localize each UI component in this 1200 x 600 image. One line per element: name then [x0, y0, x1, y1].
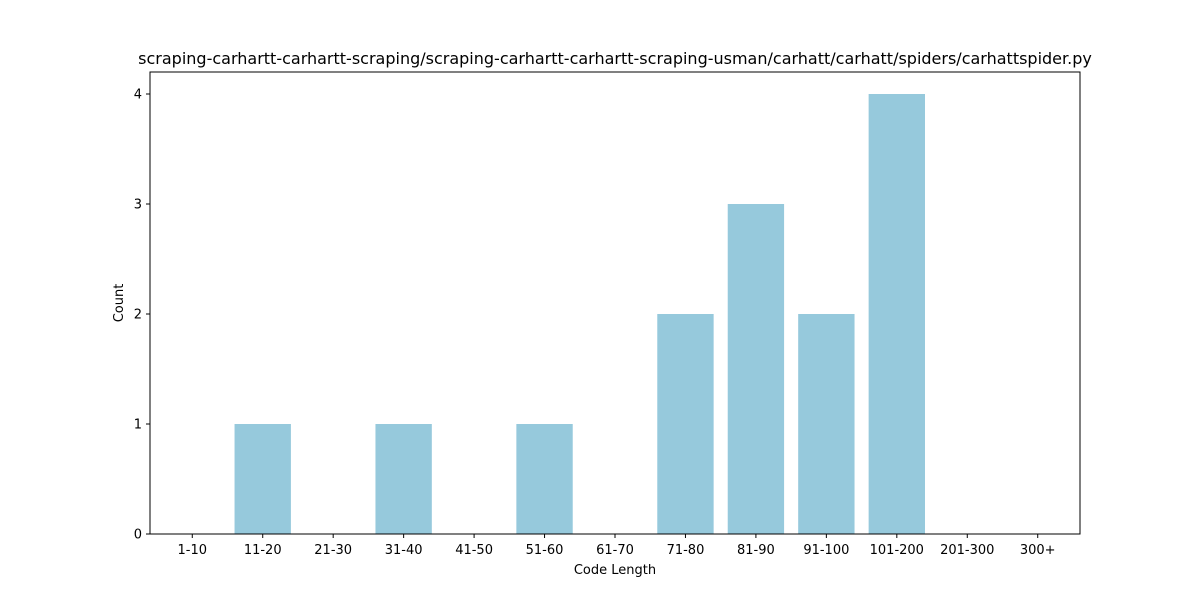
- y-tick-label: 4: [134, 88, 142, 103]
- x-tick-label: 31-40: [385, 543, 423, 558]
- x-axis-label: Code Length: [574, 563, 656, 578]
- bar-51-60: [516, 424, 573, 534]
- x-tick-label: 1-10: [178, 543, 208, 558]
- y-axis-label: Count: [112, 284, 127, 323]
- bar-11-20: [234, 424, 291, 534]
- x-tick-label: 61-70: [596, 543, 634, 558]
- y-tick-label: 3: [134, 198, 142, 213]
- x-tick-label: 71-80: [667, 543, 705, 558]
- bar-31-40: [375, 424, 432, 534]
- bar-71-80: [657, 314, 714, 534]
- chart-title: scraping-carhartt-carhartt-scraping/scra…: [138, 49, 1092, 68]
- x-axis: 1-10 11-20 21-30 31-40 41-50 51-60 61-70 71-80 8…: [178, 534, 1056, 558]
- x-tick-label: 81-90: [737, 543, 775, 558]
- bar-81-90: [727, 204, 785, 534]
- y-tick-label: 1: [134, 418, 142, 433]
- y-tick-label: 0: [134, 528, 142, 543]
- y-tick-label: 2: [134, 308, 142, 323]
- bar-101-200: [868, 94, 925, 534]
- y-axis: 0 1 2 3 4: [134, 88, 150, 543]
- x-tick-label: 201-300: [940, 543, 994, 558]
- x-tick-label: 41-50: [455, 543, 493, 558]
- x-tick-label: 21-30: [314, 543, 352, 558]
- bars-layer: [234, 94, 925, 534]
- x-tick-label: 91-100: [803, 543, 849, 558]
- x-tick-label: 101-200: [870, 543, 924, 558]
- x-tick-label: 11-20: [244, 543, 282, 558]
- x-tick-label: 51-60: [526, 543, 564, 558]
- bar-91-100: [798, 314, 855, 534]
- x-tick-label: 300+: [1020, 543, 1056, 558]
